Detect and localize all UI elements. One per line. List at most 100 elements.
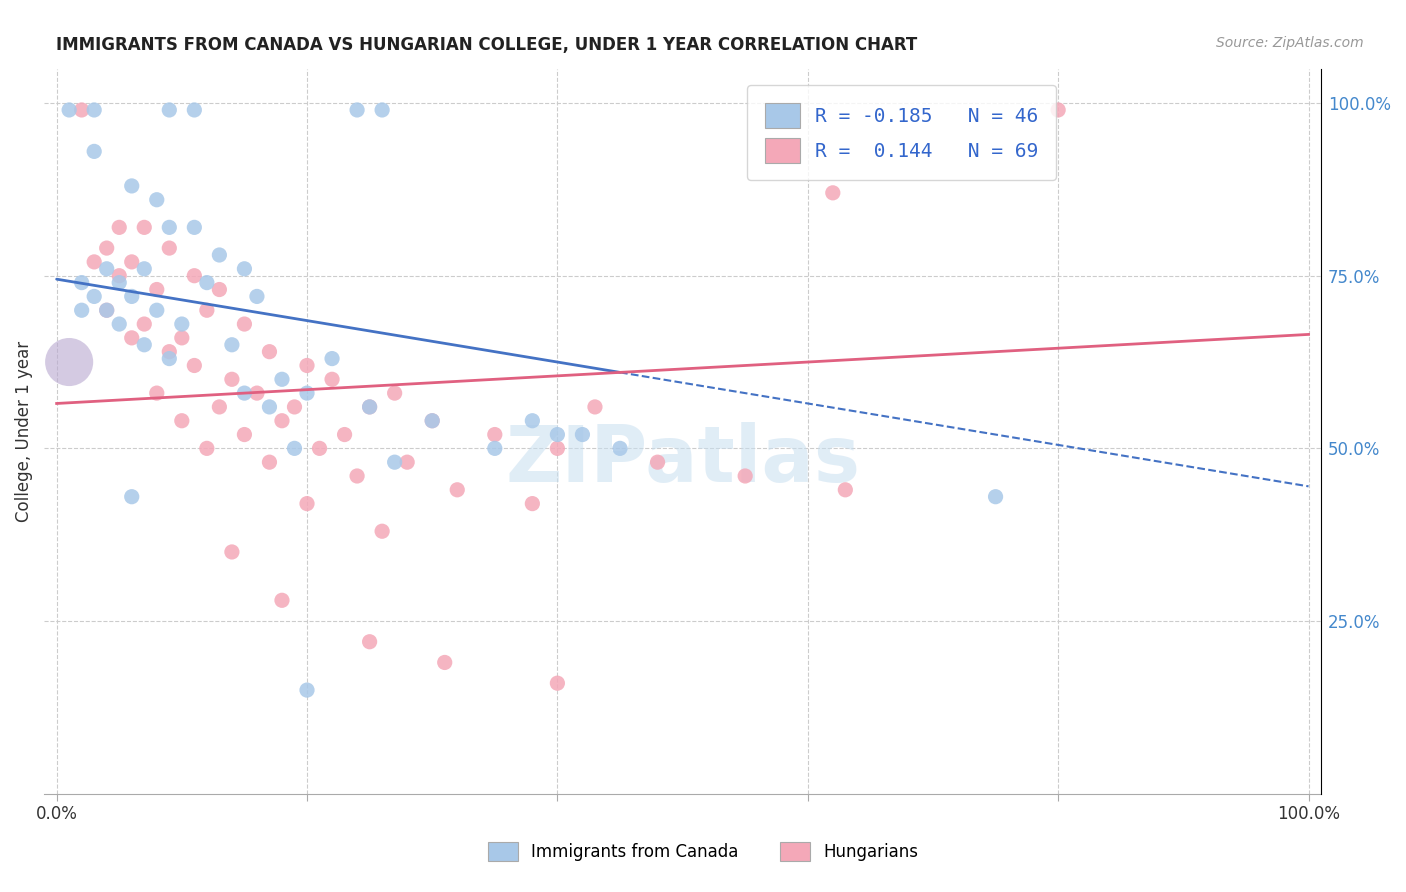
Point [121,289,143,303]
Point [157,220,180,235]
Point [283,400,305,414]
Point [546,427,568,442]
Point [96,241,118,255]
Point [208,283,231,297]
Point [359,400,381,414]
Point [70,303,93,318]
Point [70,276,93,290]
Point [83,289,105,303]
Point [108,220,131,235]
Point [734,469,756,483]
Point [346,103,368,117]
Point [108,276,131,290]
Point [484,427,506,442]
Point [446,483,468,497]
Point [371,103,394,117]
Point [522,497,544,511]
Point [246,289,269,303]
Point [96,303,118,318]
Text: Source: ZipAtlas.com: Source: ZipAtlas.com [1216,36,1364,50]
Point [157,351,180,366]
Point [647,455,669,469]
Point [195,442,218,456]
Point [384,455,406,469]
Point [83,145,105,159]
Point [571,427,593,442]
Point [58,355,80,369]
Point [359,634,381,648]
Point [333,427,356,442]
Point [433,656,456,670]
Point [308,442,330,456]
Point [321,372,343,386]
Point [359,400,381,414]
Point [271,593,294,607]
Point [821,186,844,200]
Point [984,490,1007,504]
Point [134,220,156,235]
Point [58,103,80,117]
Y-axis label: College, Under 1 year: College, Under 1 year [15,341,32,522]
Point [108,317,131,331]
Legend: Immigrants from Canada, Hungarians: Immigrants from Canada, Hungarians [474,829,932,875]
Point [108,268,131,283]
Point [295,386,318,401]
Point [183,220,205,235]
Point [295,497,318,511]
Point [834,483,856,497]
Point [146,303,169,318]
Point [522,414,544,428]
Point [96,303,118,318]
Point [157,103,180,117]
Point [295,359,318,373]
Point [121,178,143,193]
Point [134,317,156,331]
Point [233,317,256,331]
Point [384,386,406,401]
Point [246,386,269,401]
Point [1047,103,1070,117]
Point [221,372,243,386]
Point [134,338,156,352]
Point [259,455,281,469]
Point [170,317,193,331]
Point [420,414,443,428]
Point [70,103,93,117]
Point [195,276,218,290]
Point [271,372,294,386]
Point [283,442,305,456]
Point [83,103,105,117]
Point [484,442,506,456]
Text: IMMIGRANTS FROM CANADA VS HUNGARIAN COLLEGE, UNDER 1 YEAR CORRELATION CHART: IMMIGRANTS FROM CANADA VS HUNGARIAN COLL… [56,36,918,54]
Point [259,344,281,359]
Point [221,338,243,352]
Point [195,303,218,318]
Point [146,283,169,297]
Point [170,331,193,345]
Text: ZIPatlas: ZIPatlas [505,422,860,498]
Point [259,400,281,414]
Point [371,524,394,539]
Point [157,241,180,255]
Point [183,359,205,373]
Point [295,683,318,698]
Point [583,400,606,414]
Point [146,386,169,401]
Point [157,344,180,359]
Point [321,351,343,366]
Point [233,386,256,401]
Point [208,248,231,262]
Point [146,193,169,207]
Legend: R = -0.185   N = 46, R =  0.144   N = 69: R = -0.185 N = 46, R = 0.144 N = 69 [747,86,1056,180]
Point [546,676,568,690]
Point [121,331,143,345]
Point [170,414,193,428]
Point [221,545,243,559]
Point [121,490,143,504]
Point [233,261,256,276]
Point [271,414,294,428]
Point [346,469,368,483]
Point [233,427,256,442]
Point [134,261,156,276]
Point [396,455,419,469]
